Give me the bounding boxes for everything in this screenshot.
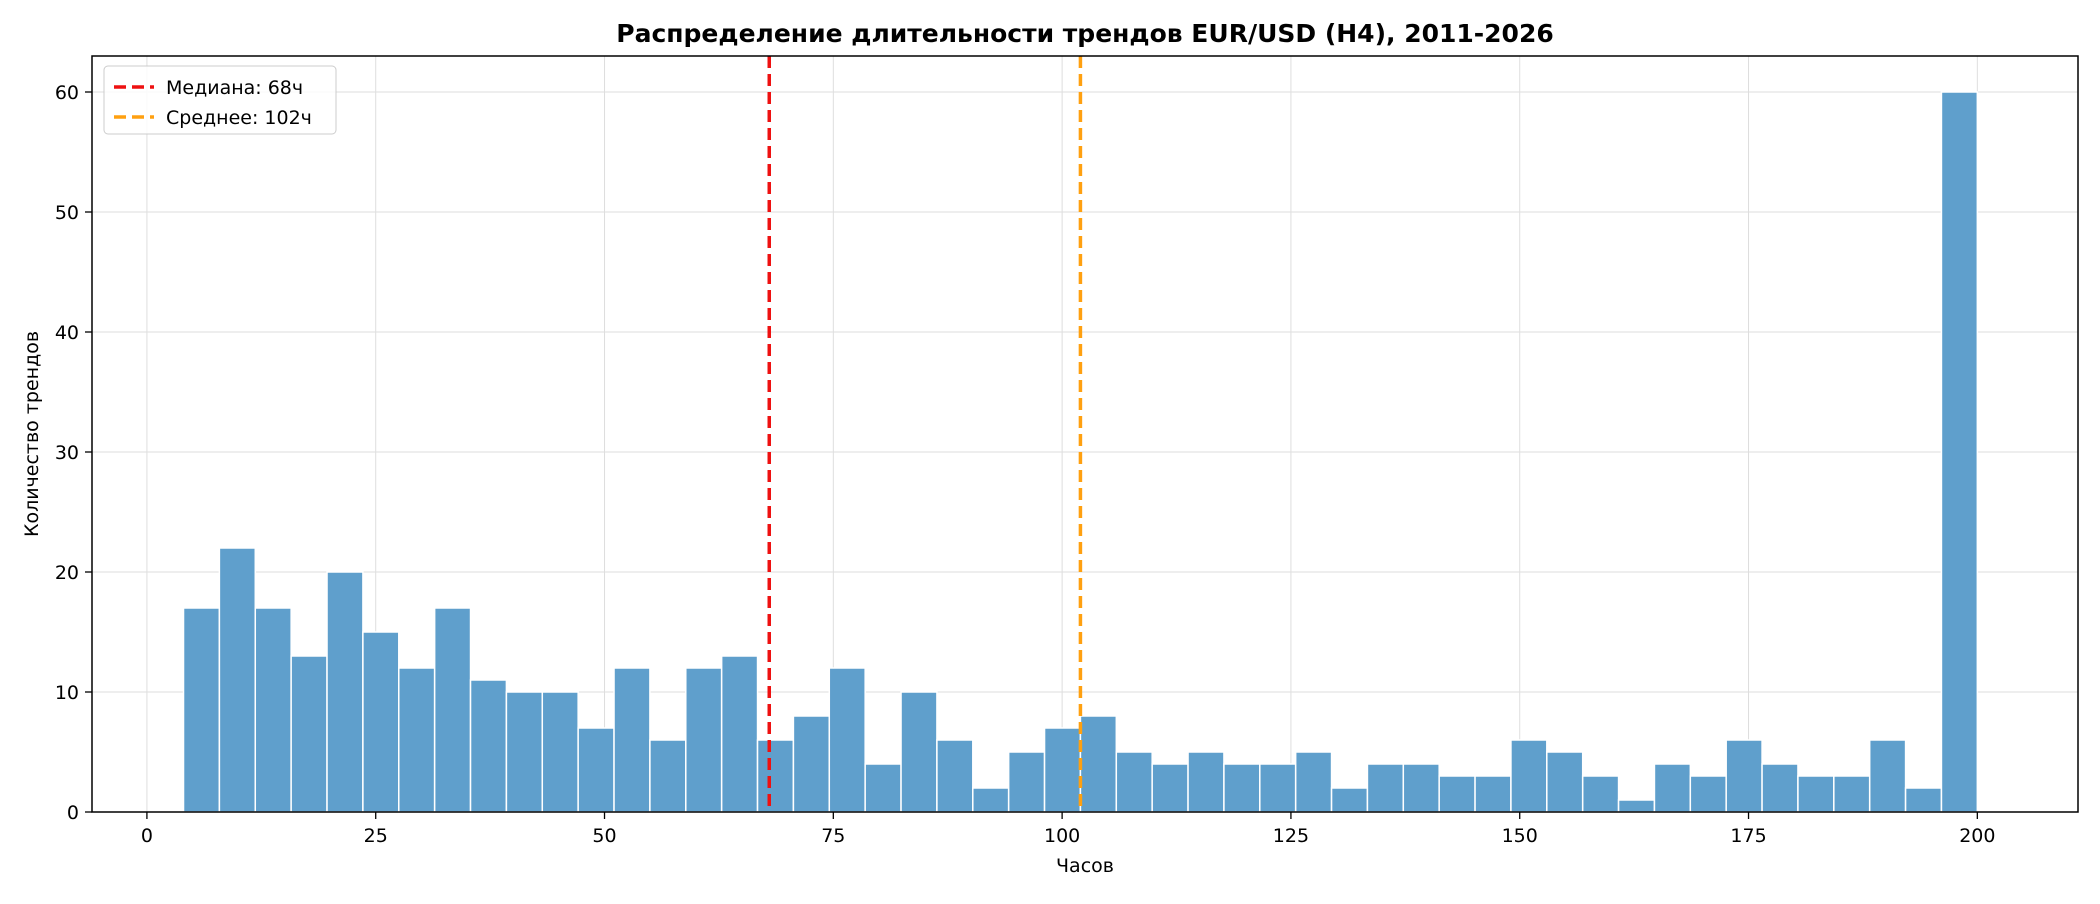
histogram-bar-16 — [756, 739, 795, 813]
legend: Медиана: 68ч Среднее: 102ч — [103, 65, 337, 135]
histogram-bar-41 — [1653, 763, 1692, 813]
histogram-bar-23 — [1007, 751, 1046, 813]
histogram-bar-20 — [900, 691, 938, 813]
y-tick-label-5: 50 — [55, 202, 79, 224]
y-tick-label-1: 10 — [55, 682, 79, 704]
histogram-bar-6 — [398, 667, 436, 813]
histogram-bar-12 — [613, 667, 651, 813]
histogram-bar-17 — [792, 715, 831, 813]
x-tick-label-5: 125 — [1273, 825, 1309, 847]
histogram-bar-7 — [433, 607, 472, 813]
y-axis-label: Количество трендов — [21, 331, 43, 537]
histogram-bar-36 — [1474, 775, 1512, 813]
x-tick-label-2: 50 — [592, 825, 616, 847]
x-tick-label-0: 0 — [141, 825, 153, 847]
y-tick-label-3: 30 — [55, 442, 79, 464]
histogram-bar-4 — [326, 571, 364, 813]
histogram-bar-46 — [1833, 775, 1871, 813]
histogram-bar-42 — [1689, 775, 1727, 813]
y-tick-label-4: 40 — [55, 322, 79, 344]
histogram-bar-35 — [1438, 775, 1476, 813]
histogram-bar-0 — [182, 607, 221, 813]
histogram-bar-1 — [218, 547, 257, 813]
x-tick-label-6: 150 — [1502, 825, 1538, 847]
histogram-bar-18 — [828, 667, 866, 813]
reference-lines-layer — [767, 56, 1083, 812]
histogram-bar-34 — [1402, 763, 1440, 813]
x-axis-label: Часов — [1056, 855, 1114, 877]
bars-layer — [182, 91, 1979, 813]
histogram-bar-11 — [577, 727, 615, 813]
histogram-bar-48 — [1904, 787, 1943, 813]
x-tick-label-7: 175 — [1730, 825, 1766, 847]
histogram-bar-37 — [1510, 739, 1548, 813]
histogram-bar-38 — [1546, 751, 1584, 813]
plot-frame — [91, 55, 2079, 813]
histogram-bar-49 — [1940, 91, 1979, 813]
histogram-bar-14 — [685, 667, 723, 813]
histogram-bar-13 — [649, 739, 687, 813]
y-tick-label-6: 60 — [55, 82, 79, 104]
histogram-bar-9 — [505, 691, 544, 813]
legend-label-1: Среднее: 102ч — [166, 107, 312, 129]
histogram-bar-3 — [290, 655, 328, 813]
chart-title: Распределение длительности трендов EUR/U… — [616, 19, 1554, 48]
histogram-bar-5 — [362, 631, 400, 813]
histogram-bar-26 — [1115, 751, 1153, 813]
x-tick-label-1: 25 — [364, 825, 388, 847]
histogram-bar-32 — [1330, 787, 1369, 813]
histogram-bar-44 — [1761, 763, 1799, 813]
y-tick-label-0: 0 — [67, 802, 79, 824]
histogram-bar-21 — [936, 739, 974, 813]
legend-box — [103, 65, 337, 135]
histogram-bar-40 — [1617, 799, 1656, 813]
histogram-bar-39 — [1581, 775, 1620, 813]
histogram-bar-45 — [1797, 775, 1835, 813]
ticks-layer: 0 25 50 75 100 125 150 175 200 0 10 20 30 40 50 60 — [55, 82, 1996, 847]
histogram-bar-28 — [1187, 751, 1225, 813]
histogram-bar-30 — [1259, 763, 1297, 813]
x-tick-label-4: 100 — [1044, 825, 1080, 847]
histogram-bar-27 — [1151, 763, 1189, 813]
histogram-bar-8 — [469, 679, 508, 813]
histogram-bar-43 — [1725, 739, 1763, 813]
histogram-bar-2 — [254, 607, 292, 813]
histogram-bar-10 — [541, 691, 579, 813]
x-tick-label-8: 200 — [1959, 825, 1995, 847]
histogram-bar-29 — [1223, 763, 1261, 813]
histogram-bar-33 — [1366, 763, 1405, 813]
histogram-bar-15 — [720, 655, 759, 813]
x-tick-label-3: 75 — [821, 825, 845, 847]
histogram-bar-24 — [1043, 727, 1082, 813]
legend-label-0: Медиана: 68ч — [166, 77, 303, 99]
histogram-bar-25 — [1079, 715, 1118, 813]
y-tick-label-2: 20 — [55, 562, 79, 584]
histogram-bar-47 — [1868, 739, 1907, 813]
histogram-bar-22 — [972, 787, 1010, 813]
histogram-bar-31 — [1294, 751, 1333, 813]
histogram-bar-19 — [864, 763, 902, 813]
